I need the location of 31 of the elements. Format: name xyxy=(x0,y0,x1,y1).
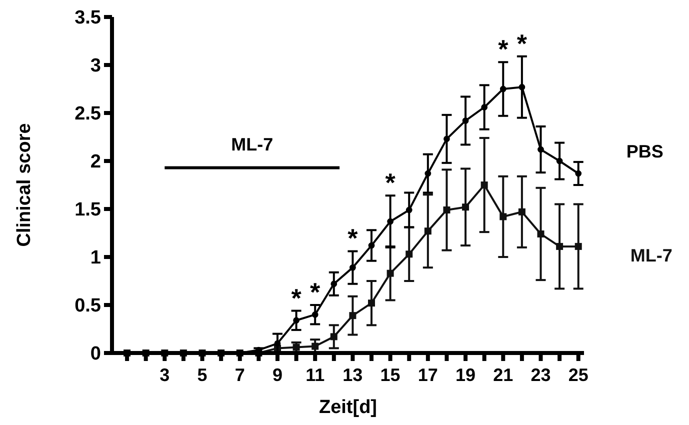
y-tick-label: 0.5 xyxy=(74,296,102,317)
y-tick-label: 0 xyxy=(90,344,101,365)
annotation: * xyxy=(310,277,322,307)
text: PBS xyxy=(626,141,664,162)
y-axis-title: Clinical score xyxy=(14,123,35,247)
x-tick-label: 11 xyxy=(306,365,325,385)
annotation: * xyxy=(516,28,528,58)
x-tick-label: 9 xyxy=(272,365,282,385)
x-tick-label: 25 xyxy=(568,365,588,385)
annotation: * xyxy=(348,223,359,254)
x-tick-label: 19 xyxy=(456,365,476,385)
x-tick-label: 21 xyxy=(493,365,514,385)
annotation: * xyxy=(291,282,302,313)
x-tick-label: 7 xyxy=(234,365,245,385)
y-tick-label: 2.5 xyxy=(74,104,102,125)
annotation: ML-7 xyxy=(231,134,274,155)
y-tick-label: 3.5 xyxy=(74,8,102,29)
y-tick-label: 1 xyxy=(90,248,102,269)
x-tick-label: 17 xyxy=(418,365,438,385)
annotation: * xyxy=(385,168,396,198)
text: ML-7 xyxy=(630,245,672,266)
x-tick-label: 3 xyxy=(160,365,170,385)
y-tick-label: 2 xyxy=(90,152,101,173)
x-axis-title: Zeit[d] xyxy=(318,397,378,418)
y-tick-label: 3 xyxy=(90,56,101,77)
x-tick-label: 23 xyxy=(530,365,551,385)
x-tick-label: 15 xyxy=(380,365,400,385)
annotation: * xyxy=(498,34,510,64)
y-tick-label: 1.5 xyxy=(74,200,102,221)
x-tick-label: 5 xyxy=(197,365,208,385)
x-tick-label: 13 xyxy=(342,365,363,385)
